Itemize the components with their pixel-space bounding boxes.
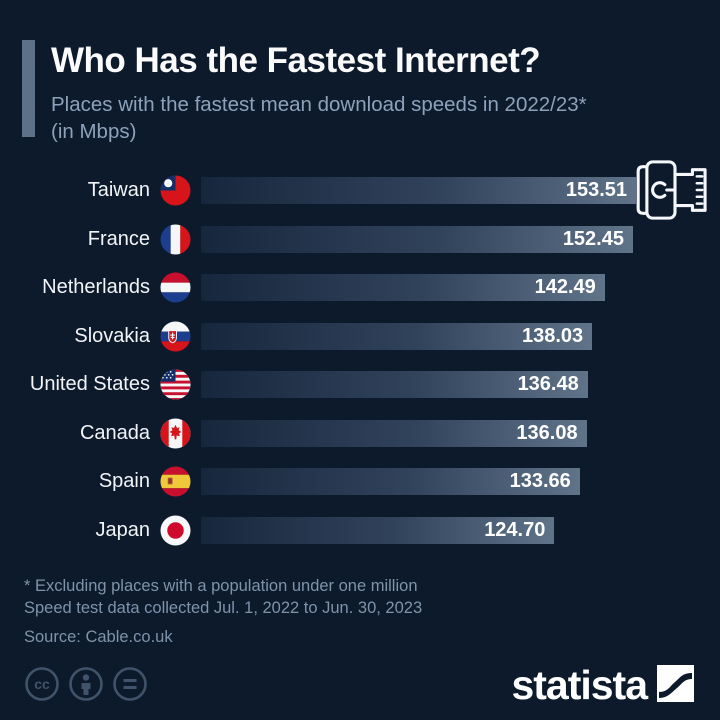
row-value: 136.48: [517, 373, 579, 396]
bar: 136.08: [201, 419, 587, 447]
row-value: 133.66: [509, 470, 571, 493]
bar: 152.45: [201, 225, 633, 253]
bar-track: 142.49: [201, 274, 636, 302]
statista-mark-icon: [657, 665, 694, 702]
table-row: France 152.45: [0, 215, 636, 264]
bar: 153.51: [201, 177, 636, 205]
bar-track: 138.03: [201, 322, 636, 350]
table-row: Taiwan 153.51: [0, 167, 636, 216]
bar: 124.70: [201, 516, 555, 544]
table-row: Spain 133.66: [0, 458, 636, 507]
country-flag-icon: [160, 418, 191, 449]
footer: cc statista: [0, 662, 720, 709]
row-value: 152.45: [562, 227, 624, 250]
bar-track: 124.70: [201, 516, 636, 544]
row-label: Taiwan: [87, 179, 150, 202]
row-label: Spain: [98, 470, 150, 493]
bar: 136.48: [201, 371, 588, 399]
bar: 138.03: [201, 322, 593, 350]
page-title: Who Has the Fastest Internet?: [51, 41, 541, 80]
table-row: Japan 124.70: [0, 506, 636, 555]
bar-track: 136.08: [201, 419, 636, 447]
cc-icon: cc: [25, 666, 59, 701]
bar: 142.49: [201, 274, 605, 302]
footnote-line1: * Excluding places with a population und…: [24, 576, 418, 595]
bar: 133.66: [201, 468, 580, 496]
license-icons: cc: [24, 666, 148, 702]
bar-chart: Taiwan 153.51 France 152.45 Netherlands …: [0, 159, 720, 555]
row-label: Canada: [79, 421, 150, 444]
country-flag-icon: [160, 321, 191, 352]
country-flag-icon: [160, 369, 191, 400]
row-label: Netherlands: [42, 276, 150, 299]
row-value: 153.51: [565, 179, 627, 202]
row-label: Japan: [95, 518, 151, 541]
country-flag-icon: [160, 224, 191, 255]
row-label: United States: [29, 373, 150, 396]
subtitle-line1: Places with the fastest mean download sp…: [51, 92, 587, 116]
row-value: 142.49: [534, 276, 596, 299]
source-line: Source: Cable.co.uk: [24, 628, 173, 647]
row-value: 138.03: [521, 324, 584, 347]
table-row: Netherlands 142.49: [0, 264, 636, 313]
title-accent-bar: [22, 40, 35, 137]
table-row: United States 136.48: [0, 361, 636, 410]
row-value: 124.70: [484, 518, 546, 541]
bar-track: 136.48: [201, 371, 636, 399]
table-row: Canada 136.08: [0, 409, 636, 458]
header: Who Has the Fastest Internet? Places wit…: [0, 0, 720, 145]
bar-track: 153.51: [201, 177, 636, 205]
row-value: 136.08: [516, 421, 578, 444]
country-flag-icon: [160, 272, 191, 303]
row-label: France: [87, 227, 150, 250]
svg-text:cc: cc: [34, 676, 50, 692]
bar-track: 152.45: [201, 225, 636, 253]
bar-track: 133.66: [201, 468, 636, 496]
country-flag-icon: [160, 515, 191, 546]
chart-subtitle: Places with the fastest mean download sp…: [51, 91, 587, 145]
bar-rows: Taiwan 153.51 France 152.45 Netherlands …: [0, 167, 636, 555]
row-label: Slovakia: [74, 324, 150, 347]
statista-wordmark: statista: [511, 662, 648, 709]
country-flag-icon: [160, 175, 191, 206]
ethernet-plug-icon: [636, 159, 707, 220]
statista-logo: statista: [511, 662, 694, 709]
country-flag-icon: [160, 466, 191, 497]
attribution-icon: [69, 666, 103, 701]
no-derivatives-icon: [113, 666, 147, 701]
footnote-line2: Speed test data collected Jul. 1, 2022 t…: [24, 599, 423, 618]
subtitle-line2: (in Mbps): [51, 119, 137, 143]
footnotes: * Excluding places with a population und…: [24, 575, 720, 649]
table-row: Slovakia 138.03: [0, 312, 636, 361]
